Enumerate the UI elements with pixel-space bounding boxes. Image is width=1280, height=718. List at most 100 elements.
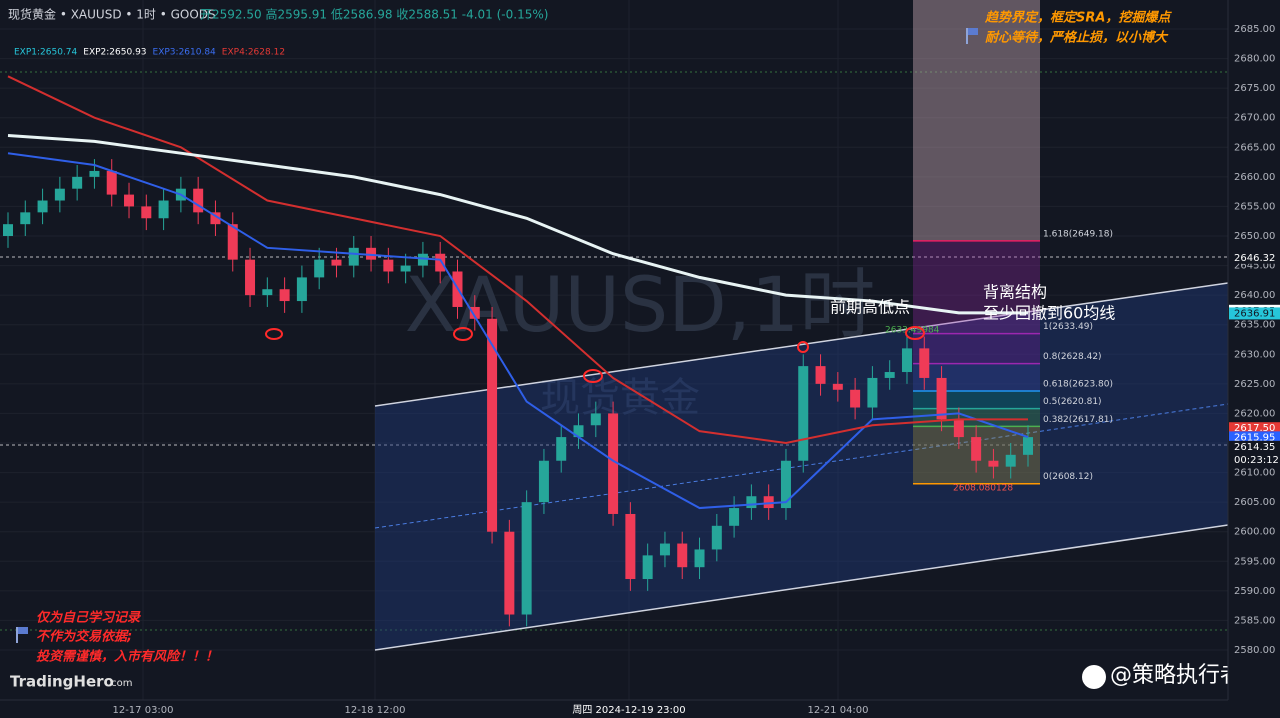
flag-pole [16, 627, 18, 643]
candle-body [141, 206, 152, 219]
candle-body [971, 437, 982, 461]
candle-body [487, 318, 498, 532]
annotation: 至少回撤到60均线 [983, 304, 1115, 323]
candle-body [556, 437, 567, 461]
moving-average [7, 133, 1028, 315]
y-tick-label: 2640.00 [1234, 290, 1275, 301]
fib-label: 0.8(2628.42) [1043, 352, 1102, 362]
candle-body [832, 383, 843, 390]
candle-body [677, 543, 688, 568]
price-tag [1229, 307, 1280, 320]
fib-zone [913, 240, 1040, 334]
annotation: 背离结构 [983, 283, 1047, 302]
fib-label: 0.5(2620.81) [1043, 397, 1102, 407]
candle-body [279, 289, 290, 302]
fib-label: 0.618(2623.80) [1043, 379, 1113, 389]
note: 趋势界定，框定SRA，挖掘爆点 [984, 10, 1172, 26]
candle-body [400, 265, 411, 272]
indicator: EXP3:2610.84 [153, 48, 217, 58]
axis-labels: 2580.00 2585.00 2590.00 2595.00 2600.00 2605.… [112, 24, 1280, 716]
candle-body [521, 502, 532, 615]
candle-body [867, 377, 878, 408]
y-tick-label: 2680.00 [1234, 54, 1275, 65]
candle-body [1023, 437, 1033, 455]
candle-body [20, 212, 31, 225]
fib-zone [913, 390, 1040, 409]
candle-body [850, 389, 861, 408]
price-tag [1229, 431, 1280, 444]
y-tick-label: 2630.00 [1234, 349, 1275, 360]
candle-body [348, 247, 359, 266]
moving-average [7, 152, 1029, 510]
candle-body [884, 372, 895, 378]
x-tick-label: 12-17 03:00 [112, 705, 173, 716]
candle-body [106, 170, 117, 195]
indicators: EXP1:2650.74 EXP2:2650.93 EXP3:2610.84 EXP4… [14, 48, 285, 58]
moving-average [7, 75, 1028, 445]
candle-body [72, 176, 83, 189]
y-tick-label: 2635.00 [1234, 320, 1275, 331]
price-tag [1229, 422, 1280, 435]
candle-body [124, 194, 135, 207]
candle-body [763, 496, 774, 509]
candle-body [417, 253, 428, 266]
y-tick-label: 2685.00 [1234, 24, 1275, 35]
brand: .com [108, 678, 133, 689]
price-tag-label: 2636.91 [1234, 308, 1275, 319]
price-axis [1228, 0, 1280, 700]
candle-body [1005, 454, 1016, 467]
fib-label: 0.382(2617.81) [1043, 415, 1113, 425]
fib-label: 0(2608.12) [1043, 472, 1093, 482]
indicator: EXP4:2628.12 [222, 48, 285, 58]
candle-body [262, 289, 273, 296]
x-tick-label: 12-21 04:00 [807, 705, 868, 716]
y-tick-label: 2675.00 [1234, 83, 1275, 94]
y-tick-label: 2660.00 [1234, 172, 1275, 183]
y-tick-label: 2595.00 [1234, 556, 1275, 567]
note: 仅为自己学习记录 [36, 610, 142, 626]
y-tick-label: 2670.00 [1234, 113, 1275, 124]
y-tick-label: 2650.00 [1234, 231, 1275, 242]
price-tag [1229, 251, 1280, 264]
candle-body [366, 247, 377, 260]
candle-body [590, 413, 601, 426]
candle-body [694, 549, 705, 568]
circle [797, 341, 809, 353]
note: 投资需谨慎，入市有风险！！！ [36, 649, 218, 665]
x-tick-label: 12-18 12:00 [344, 705, 405, 716]
channel-mid [374, 403, 1229, 529]
candle-body [901, 348, 912, 373]
y-tick-label: 2580.00 [1234, 645, 1275, 656]
candle-body [314, 259, 325, 278]
brand: TradingHero [10, 673, 114, 691]
candle-body [210, 212, 221, 225]
channel-lower [374, 524, 1229, 651]
logo [1082, 665, 1106, 689]
candle-body [573, 425, 584, 438]
price-tag-label: 2617.50 [1234, 423, 1275, 434]
price-tag-label: 2615.95 [1234, 432, 1275, 443]
time-axis [0, 700, 1280, 718]
fib-label: 1(2633.49) [1043, 322, 1093, 332]
y-tick-label: 2610.00 [1234, 468, 1275, 479]
candle-body [89, 170, 100, 177]
candle-body [798, 366, 809, 461]
price-tag-label: 2646.32 [1234, 253, 1275, 264]
y-tick-label: 2620.00 [1234, 408, 1275, 419]
fib-top [913, 0, 1040, 241]
candle-body [383, 259, 394, 272]
y-tick-label: 2585.00 [1234, 615, 1275, 626]
candle-body [37, 200, 48, 213]
plot [3, 75, 1033, 627]
ohlc: 开2592.50 高2595.91 低2586.98 收2588.51 -4.0… [200, 7, 548, 22]
candle-body [625, 513, 636, 580]
candle-body [331, 259, 342, 266]
price-tag [1229, 440, 1280, 453]
flag [18, 627, 28, 634]
candle-body [158, 200, 169, 219]
y-tick-label: 2645.00 [1234, 261, 1275, 272]
fib-mark: 2608.080128 [953, 484, 1013, 494]
candle-body [469, 306, 480, 319]
candle-body [642, 555, 653, 580]
